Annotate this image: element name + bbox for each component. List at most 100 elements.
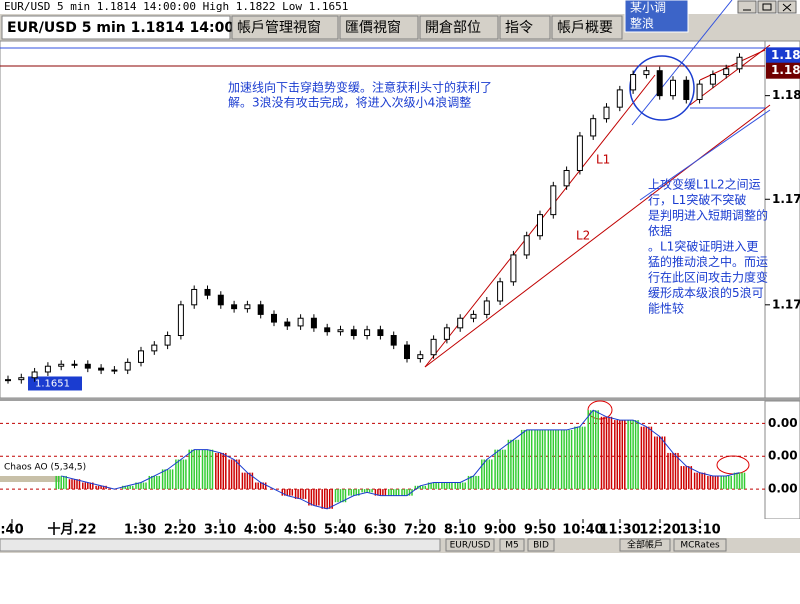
x-tick-label: 6:30 [364,523,396,538]
annotation: 是判明进入短期调整的 [648,208,768,223]
tab[interactable] [419,15,499,40]
candle [31,371,38,379]
price-marker [766,62,800,79]
y-tick-label: 0.00 [768,449,798,463]
pane-separator [0,398,800,401]
toolbar-button-label[interactable]: EUR/USD [450,541,491,551]
candle [231,304,238,310]
price-marker-label: 1.18 [771,63,800,77]
annotation: 。L1突破证明进入更 [648,239,758,254]
x-tick-label: 4:50 [284,523,316,538]
annotation: 上攻变缓L1L2之间运 [648,177,761,192]
toolbar-button-label[interactable]: 全部帳戶 [627,539,663,551]
x-tick-label: :40 [0,523,23,538]
tab-label[interactable]: 指令 [505,20,533,36]
candle [590,118,597,137]
tab-label[interactable]: 帳戶概要 [557,20,613,36]
candle [670,79,676,97]
low-marker-label: 1.1651 [35,378,70,389]
candle [430,338,437,356]
line-label: L1 [596,153,610,167]
candle [736,56,743,70]
callout-text: 整浪 [630,16,654,31]
candle [656,70,663,97]
low-marker [28,376,82,391]
candle [576,135,583,171]
candle [324,327,331,333]
annotation: 解。3浪没有攻击完成，将进入次级小4浪调整 [228,95,471,110]
x-tick-label: 7:20 [404,523,436,538]
candle [71,363,78,366]
x-tick-label: 9:50 [524,523,556,538]
title-bar [0,0,800,14]
candle [364,329,371,337]
indicator-label: Chaos AO (5,34,5) [4,463,86,473]
indicator-axis [764,400,800,520]
toolbar-button[interactable] [619,538,671,552]
candle [191,288,198,306]
annotation: 依据 [648,223,672,238]
tab[interactable] [1,15,231,40]
candle [603,106,610,120]
window-buttons[interactable] [737,0,797,14]
tab-label[interactable]: EUR/USD 5 min 1.1814 14:00:00 [7,20,259,36]
candle [443,327,450,340]
annotation: 猛的推动浪之中。而运 [648,254,768,269]
candle [84,363,91,369]
toolbar-button-label[interactable]: MCRates [680,541,720,551]
candle [550,185,557,216]
candle [151,344,158,352]
toolbar-button[interactable] [527,538,555,552]
candle [483,300,490,315]
candle [257,304,264,315]
candle [457,317,464,329]
toolbar-button[interactable] [673,538,727,552]
tab-label[interactable]: 匯價視窗 [345,19,401,36]
tab[interactable] [231,15,339,40]
candle [5,379,11,382]
window-title: EUR/USD 5 min 1.1814 14:00:00 High 1.182… [4,0,348,13]
x-tick-label: 4:00 [244,523,276,538]
callout-box [624,0,689,33]
tab[interactable] [499,15,551,40]
candle [164,335,171,346]
x-tick-label: 十月.22 [47,522,96,538]
candle [111,369,118,372]
toolbar-button-label[interactable]: BID [533,541,549,551]
x-tick-label: 5:40 [324,523,356,538]
line-label: L2 [576,229,590,243]
toolbar-button[interactable] [499,538,525,552]
candle [244,304,251,310]
candle [510,254,517,283]
candle [616,89,623,108]
candle [138,350,144,363]
scrollbar[interactable] [0,538,441,552]
candle [58,363,65,367]
candle [177,304,184,337]
tab[interactable] [551,15,623,40]
tab-label[interactable]: 開倉部位 [425,20,481,36]
candle [537,214,543,237]
candle [723,68,730,76]
toolbar-button[interactable] [445,538,495,552]
annotation: 能性较 [648,301,684,316]
x-tick-label: 9:00 [484,523,516,538]
callout-text: 某小调 [630,1,666,15]
candle [709,74,716,85]
annotation: 缓形成本级浪的5浪可 [648,285,764,300]
x-tick-label: 1:30 [124,523,156,538]
time-axis [0,519,800,541]
candle [696,83,703,100]
ao-line [61,409,740,510]
annotation: 行在此区间攻击力度变 [648,270,768,285]
annotation: 行，L1突破不突破 [648,192,746,207]
candle [337,329,344,333]
toolbar-button-label[interactable]: M5 [505,541,519,551]
candle [643,70,650,76]
price-pane [0,40,766,399]
candle [470,313,477,319]
candle [44,365,51,373]
tab[interactable] [339,15,419,40]
tab-label[interactable]: 帳戶管理視窗 [237,19,321,36]
price-marker [766,47,800,64]
